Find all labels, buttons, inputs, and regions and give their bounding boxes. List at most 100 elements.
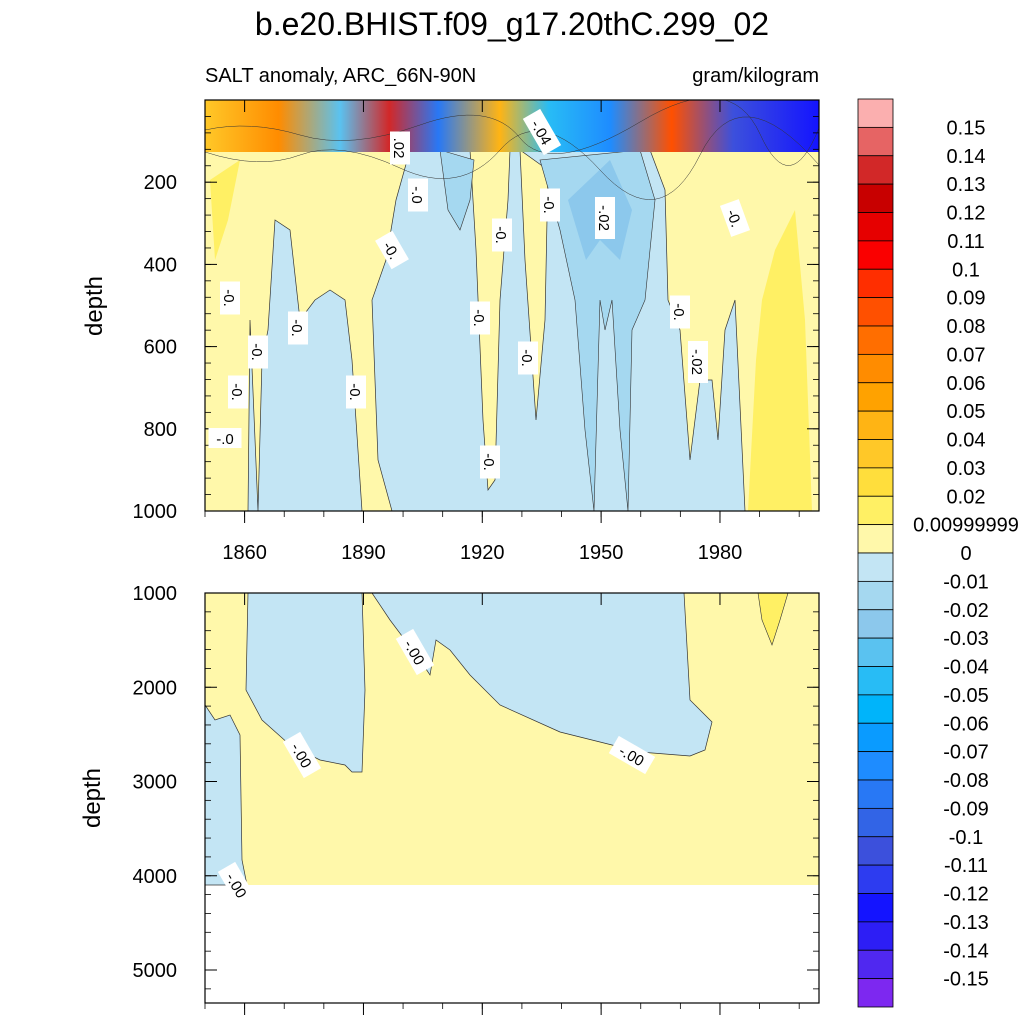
contour-label: -0. (540, 188, 560, 222)
contour-label-text: -.02 (688, 349, 705, 375)
contour-label: -0. (470, 301, 490, 335)
colorbar-swatch (857, 212, 894, 242)
contour-label-text: -0. (346, 383, 363, 401)
contour-label-text: -0. (470, 309, 487, 327)
top-y-axis: 200 400 600 800 1000 (133, 99, 819, 523)
contour-label-text: -0. (492, 226, 509, 244)
colorbar-swatch (857, 552, 894, 582)
y-tick-label: 1000 (133, 583, 178, 605)
colorbar-label: -0.02 (943, 600, 989, 622)
colorbar-label: 0.13 (947, 174, 986, 196)
colorbar-label: 0.14 (947, 146, 986, 168)
contour-label-box (595, 197, 615, 239)
colorbar-label: 0.04 (947, 430, 986, 452)
colorbar-label: -0.08 (943, 770, 989, 792)
contour-label: -.0 (408, 178, 428, 212)
colorbar-swatch (857, 353, 894, 384)
colorbar-label: 0.08 (947, 316, 986, 338)
contour-label: -0. (375, 230, 409, 270)
contour-label-text: -0. (670, 303, 687, 321)
colorbar-swatch (857, 240, 894, 270)
bottom-negative-region (371, 593, 713, 757)
contour-label-box (608, 735, 656, 775)
y-tick-label: 4000 (133, 866, 178, 888)
contour-label: -0. (492, 218, 512, 252)
x-tick-label: 1860 (222, 542, 267, 564)
contour-label-box (220, 281, 240, 315)
x-tick-label: 1920 (460, 542, 505, 564)
colorbar-swatch (857, 126, 894, 157)
contour-label-box (719, 199, 751, 237)
colorbar-swatch (857, 978, 894, 1008)
x-tick-label: 1890 (341, 542, 386, 564)
colorbar-label: 0.09 (947, 288, 986, 310)
colorbar-swatch (857, 694, 894, 724)
contour-label-text: -0. (248, 343, 265, 361)
colorbar-swatch (857, 325, 894, 355)
contour-label-box (390, 131, 410, 165)
bottom-panel (205, 593, 819, 886)
contour-label-text: -0. (723, 207, 745, 229)
top-warm-core (210, 160, 240, 260)
colorbar-swatch (857, 949, 894, 980)
contour-label-text: -0. (379, 239, 402, 263)
x-tick-label: 1950 (579, 542, 624, 564)
contour-label-box (346, 375, 366, 409)
contour-label: -.00 (395, 628, 435, 676)
bottom-y-axis: 1000 2000 3000 4000 5000 (133, 583, 819, 990)
contour-label-text: -0. (480, 453, 497, 471)
top-y-axis-title: depth (81, 276, 108, 336)
contour-label-box (408, 178, 428, 212)
contour-label-text: .02 (390, 138, 407, 159)
colorbar-label: -0.01 (943, 571, 989, 593)
colorbar-swatch (857, 751, 894, 781)
chart-title: b.e20.BHIST.f09_g17.20thC.299_02 (255, 6, 769, 42)
colorbar-swatch (857, 893, 894, 923)
units-label: gram/kilogram (692, 65, 819, 87)
colorbar-label: -0.03 (943, 628, 989, 650)
contour-label-box (288, 311, 308, 345)
contour-label: -0. (518, 341, 538, 375)
top-warm-core (748, 210, 812, 511)
colorbar-label: -0.12 (943, 884, 989, 906)
top-x-axis: 1860 1890 1920 1950 1980 (204, 100, 800, 564)
colorbar-swatch (857, 382, 894, 412)
colorbar-label: 0.11 (947, 231, 984, 253)
colorbar-swatch (857, 722, 894, 753)
top-surface-wisps (205, 100, 819, 200)
colorbar-label: -0.04 (943, 657, 989, 679)
y-tick-label: 3000 (133, 772, 178, 794)
contour-label-box (208, 428, 242, 448)
contour-label: -0. (719, 199, 751, 237)
bottom-positive-core (757, 593, 789, 646)
contour-label-text: -0. (220, 289, 237, 307)
colorbar-swatch (857, 779, 894, 809)
top-surface-layer (205, 100, 819, 152)
colorbar-label: -0.14 (943, 940, 989, 962)
contour-label-box (518, 341, 538, 375)
y-tick-label: 600 (144, 337, 177, 359)
colorbar-swatch (857, 410, 894, 440)
colorbar-swatch (857, 183, 894, 213)
colorbar-label: -0.13 (943, 912, 989, 934)
contour-label-text: -.0 (216, 431, 234, 448)
colorbar-swatch (857, 297, 894, 327)
colorbar-label: -0.07 (943, 742, 989, 764)
contour-label-text: -0. (228, 383, 245, 401)
top-frame (204, 99, 820, 512)
contour-label-box (670, 295, 690, 329)
contour-label-box (492, 218, 512, 252)
contour-label: -0. (228, 375, 248, 409)
contour-label-box (395, 628, 435, 676)
contour-label-box (228, 375, 248, 409)
contour-label-text: -0. (540, 196, 557, 214)
contour-label: -.02 (688, 341, 708, 383)
colorbar-label: -0.06 (943, 713, 989, 735)
colorbar-swatch (857, 495, 894, 526)
contour-label-box (282, 731, 322, 779)
contour-label: -0. (670, 295, 690, 329)
top-cool-core (439, 149, 475, 231)
y-tick-label: 2000 (133, 677, 178, 699)
contour-label-box (470, 301, 490, 335)
colorbar-swatch (857, 637, 894, 667)
